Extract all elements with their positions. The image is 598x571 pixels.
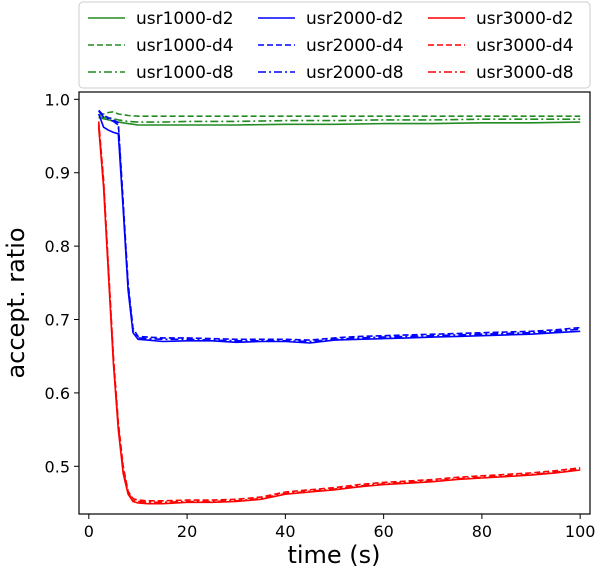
legend-label-5: usr2000-d8 bbox=[306, 63, 404, 83]
legend-label-3: usr2000-d2 bbox=[306, 9, 404, 29]
x-tick-label: 20 bbox=[177, 522, 197, 541]
legend: usr1000-d2 usr1000-d4 usr1000-d8 usr2000-d2… bbox=[78, 1, 591, 89]
series-line-6 bbox=[97, 127, 581, 505]
legend-label-4: usr2000-d4 bbox=[306, 36, 404, 56]
x-axis-ticks: 0 20 40 60 80 100 bbox=[84, 514, 596, 541]
series-line-0 bbox=[98, 116, 581, 126]
legend-label-6: usr3000-d2 bbox=[476, 9, 574, 29]
legend-label-2: usr1000-d8 bbox=[136, 63, 234, 83]
series-line-4 bbox=[98, 109, 581, 341]
x-tick-label: 60 bbox=[373, 522, 393, 541]
y-axis-ticks: 0.5 0.6 0.7 0.8 0.9 1.0 bbox=[45, 90, 79, 476]
legend-frame bbox=[78, 1, 591, 89]
series-line-3 bbox=[97, 113, 581, 344]
y-tick-label: 0.9 bbox=[45, 164, 70, 183]
legend-label-7: usr3000-d4 bbox=[476, 36, 574, 56]
y-axis-label: accept. ratio bbox=[2, 227, 30, 378]
legend-label-1: usr1000-d4 bbox=[136, 36, 234, 56]
series-layer bbox=[97, 109, 581, 505]
y-tick-label: 0.6 bbox=[45, 384, 70, 403]
legend-label-0: usr1000-d2 bbox=[136, 9, 234, 29]
x-tick-label: 80 bbox=[472, 522, 492, 541]
series-line-1 bbox=[98, 111, 581, 117]
x-axis-label: time (s) bbox=[287, 541, 380, 569]
series-line-2 bbox=[98, 116, 581, 123]
x-tick-label: 40 bbox=[275, 522, 295, 541]
y-tick-label: 0.5 bbox=[45, 457, 70, 476]
plot-frame bbox=[78, 91, 591, 515]
y-tick-label: 1.0 bbox=[45, 90, 70, 109]
x-tick-label: 100 bbox=[565, 522, 596, 541]
series-line-5 bbox=[98, 110, 581, 343]
x-tick-label: 0 bbox=[84, 522, 94, 541]
legend-label-8: usr3000-d8 bbox=[476, 63, 574, 83]
y-tick-label: 0.8 bbox=[45, 237, 70, 256]
series-line-7 bbox=[97, 121, 581, 502]
y-tick-label: 0.7 bbox=[45, 311, 70, 330]
series-line-8 bbox=[97, 124, 581, 504]
